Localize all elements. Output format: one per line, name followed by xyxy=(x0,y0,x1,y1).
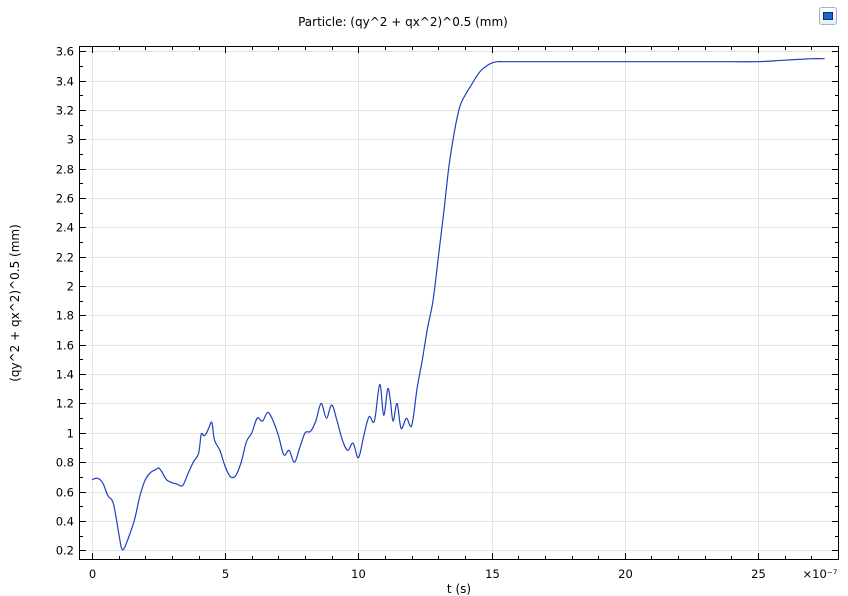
y-tick-label: 1.2 xyxy=(56,397,74,411)
x-tick-label: 0 xyxy=(89,567,96,581)
y-tick-labels: 0.2 0.4 0.6 0.8 1 1.2 1.4 1.6 1.8 2 2.2 2.4 2.6 2.8 3 3… xyxy=(56,45,74,558)
y-tick-label: 1.4 xyxy=(56,368,74,382)
y-tick-label: 2.4 xyxy=(56,221,74,235)
plot-area-frame xyxy=(79,46,839,560)
x-tick-label: 5 xyxy=(222,567,229,581)
y-axis-label: (qy^2 + qx^2)^0.5 (mm) xyxy=(8,224,22,382)
y-tick-label: 1.6 xyxy=(56,339,74,353)
x-tick-label: 25 xyxy=(751,567,766,581)
x-tick-label: 10 xyxy=(351,567,366,581)
y-tick-label: 3.2 xyxy=(56,104,74,118)
x-tick-label: 20 xyxy=(618,567,633,581)
x-tick-labels: 0 5 10 15 20 25 xyxy=(89,567,766,581)
y-tick-label: 0.8 xyxy=(56,456,74,470)
y-tick-label: 1.8 xyxy=(56,309,74,323)
y-tick-label: 0.2 xyxy=(56,544,74,558)
y-tick-label: 2 xyxy=(67,280,74,294)
x-axis-multiplier: ×10⁻⁷ xyxy=(803,567,838,581)
axis-ticks xyxy=(80,47,838,559)
grid-lines xyxy=(80,47,838,559)
y-tick-label: 3.6 xyxy=(56,45,74,59)
y-tick-label: 0.4 xyxy=(56,515,74,529)
y-tick-label: 2.2 xyxy=(56,251,74,265)
x-axis-label: t (s) xyxy=(447,582,471,596)
x-tick-label: 15 xyxy=(485,567,500,581)
plot-window-button[interactable] xyxy=(819,7,837,25)
y-tick-label: 1 xyxy=(67,427,74,441)
chart-title: Particle: (qy^2 + qx^2)^0.5 (mm) xyxy=(298,15,508,29)
y-tick-label: 3 xyxy=(67,133,74,147)
y-tick-label: 3.4 xyxy=(56,75,74,89)
y-tick-label: 2.6 xyxy=(56,192,74,206)
series-line xyxy=(91,58,825,551)
plot-window-icon xyxy=(823,12,833,20)
y-tick-label: 0.6 xyxy=(56,486,74,500)
y-tick-label: 2.8 xyxy=(56,163,74,177)
